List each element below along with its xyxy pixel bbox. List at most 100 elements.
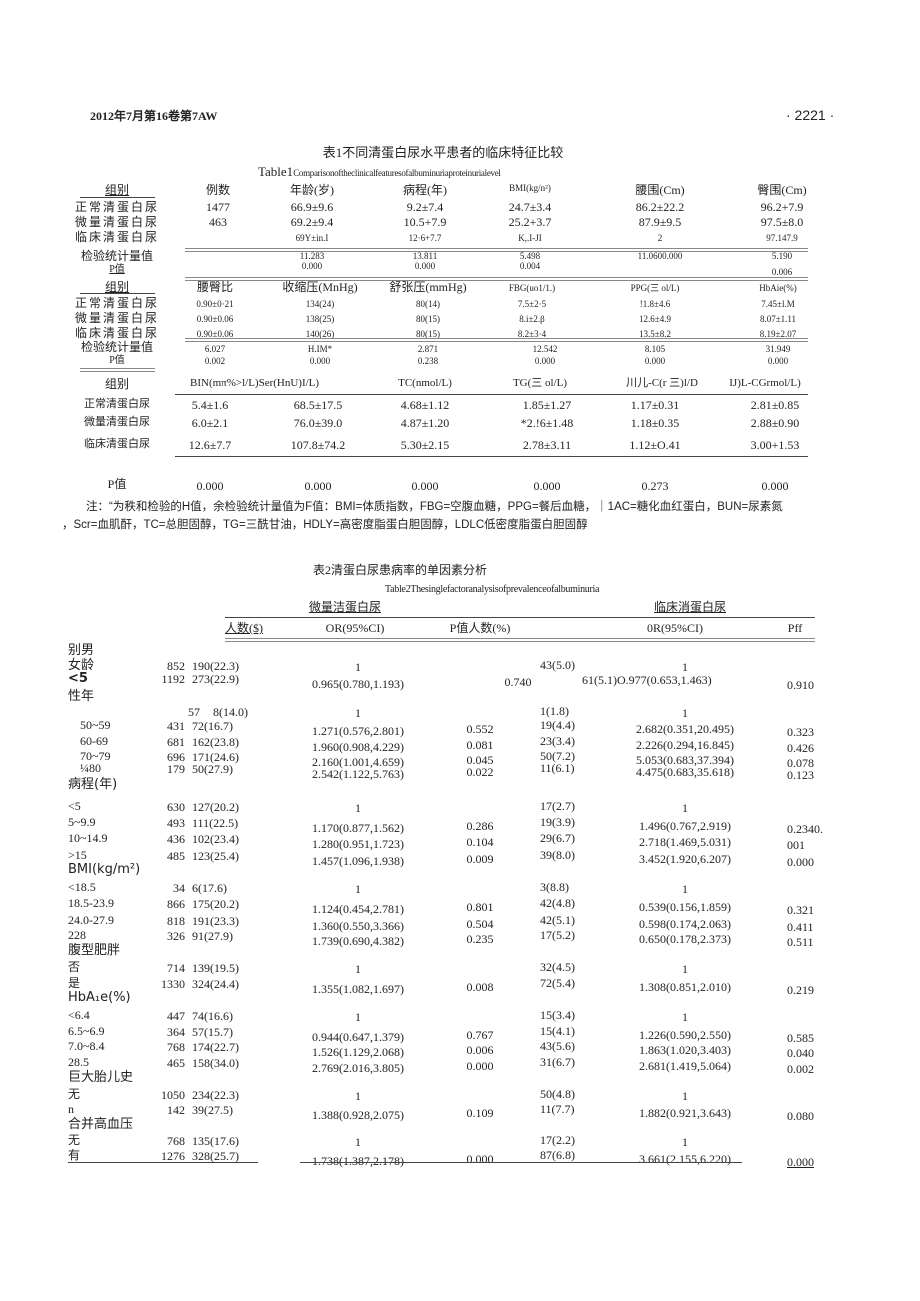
table2-clinical-or: 2.682(0.351,20.495): [636, 722, 734, 736]
table2-header-cell: 0R(95%CI): [647, 621, 703, 635]
table2-micro-cases: 190(22.3): [192, 659, 239, 673]
table2-micro-p: 0.552: [466, 722, 494, 736]
table1-rule: [80, 368, 155, 372]
table2-micro-or: 1.388(0.928,2.075): [312, 1108, 404, 1122]
table1-p-value: 0.000: [644, 356, 666, 366]
table2-micro-or: 1.739(0.690,4.382): [312, 934, 404, 948]
table2-micro-p: 0.801: [466, 900, 494, 914]
table2-micro-cases: 324(24.4): [192, 977, 239, 991]
table1-cell: 87.9±9.5: [638, 215, 682, 229]
table1-note-line1: 注：“为秩和检验的H值，余检验统计量值为F值：BMI=体质指数，FBG=空腹血糖…: [86, 501, 783, 513]
table1-header-cell: BIN(mπ%>l/L)Ser(HnU)I/L): [190, 377, 320, 389]
table2-micro-or: 1: [355, 660, 361, 674]
table1-cell: 12.6±4.9: [639, 314, 671, 324]
table1-p-value: 0.006: [771, 267, 793, 277]
table2-micro-p: 0.009: [466, 852, 494, 866]
table1-cell: 96.2+7.9: [760, 200, 804, 214]
table1-cell: 8.2±3·4: [517, 329, 547, 339]
table2-clinical-or: 2.718(1.469,5.031): [639, 835, 731, 849]
table1-header-cell: 组别: [104, 377, 130, 391]
table1-group-label: 微量清蛋白尿: [84, 416, 150, 428]
table2-count: 768: [167, 1134, 185, 1148]
table2-count: 818: [167, 914, 185, 928]
table1-stat-value: 13.811: [412, 251, 438, 261]
table2-count: 768: [167, 1040, 185, 1054]
table2-title-en: Table2Thesinglefactoranalysisofprevalenc…: [385, 584, 600, 595]
table1-cell: 5.30±2.15: [400, 438, 450, 452]
table2-micro-p: 0.235: [466, 932, 494, 946]
table2-row-label: 是: [68, 976, 81, 990]
table1-p-value: 0.004: [519, 261, 541, 271]
table1-p-value: 0.000: [304, 479, 332, 493]
table2-micro-cases: 102(23.4): [192, 832, 239, 846]
table2-row-label: 有: [68, 1148, 81, 1162]
table2-clinical-cases: 87(6.8): [540, 1148, 575, 1162]
table2-count: 493: [167, 816, 185, 830]
table1-p-value: 0.000: [301, 261, 323, 271]
table2-micro-cases: 91(27.9): [192, 929, 233, 943]
table2-clinical-p: 0.2340.: [787, 822, 823, 836]
table2-micro-p: 0.022: [466, 765, 494, 779]
table2-clinical-cases: 17(2.7): [540, 799, 575, 813]
table2-micro-or: 1.360(0.550,3.366): [312, 919, 404, 933]
table2-count: 364: [167, 1025, 185, 1039]
table1-cell: *2.!6±1.48: [520, 416, 574, 430]
table2-clinical-or: 1.882(0.921,3.643): [639, 1106, 731, 1120]
table1-group-label: 临床清蛋白尿: [74, 326, 160, 340]
table2-micro-cases: 162(23.8): [192, 735, 239, 749]
table1-cell: 134(24): [305, 299, 335, 309]
table2-micro-p: 0.081: [466, 738, 494, 752]
table1-header-cell: 腰围(Cm): [635, 183, 685, 197]
table2-header-cell: Pff: [787, 621, 803, 635]
table1-header-cell: IJ)L-CGrmol/L): [729, 377, 801, 389]
table2-count: 681: [167, 735, 185, 749]
table2-micro-cases: 72(16.7): [192, 719, 233, 733]
table1-cell: 13.5±8.2: [639, 329, 671, 339]
table2-clinical-cases: 50(7.2): [540, 749, 575, 763]
table2-clinical-or: 3.452(1.920,6.207): [639, 852, 731, 866]
table2-micro-or: 0.965(0.780,1.193): [312, 677, 404, 691]
table1-cell: 5.4±1.6: [191, 398, 229, 412]
table2-row-label: 5~9.9: [68, 815, 96, 829]
page-number: · 2221 ·: [786, 107, 835, 123]
table2-clinical-cases: 32(4.5): [540, 960, 575, 974]
table2-micro-p: 0.045: [466, 753, 494, 767]
table2-micro-cases: 6(17.6): [192, 881, 227, 895]
table2-micro-or: 2.542(1.122,5.763): [312, 767, 404, 781]
table1-stat-value: 2.871: [417, 344, 439, 354]
table2-clinical-or: 1.308(0.851,2.010): [639, 980, 731, 994]
table1-cell: 69Y±in.I: [295, 233, 329, 243]
table1-stat-label: 检验统计量值: [80, 249, 154, 263]
table1-stat-value: 12.542: [532, 344, 558, 354]
table1-stat-value: 11.0600.000: [637, 251, 683, 261]
table1-stat-value: 5.190: [771, 251, 793, 261]
table2-count: 142: [167, 1103, 185, 1117]
table2-row-label: 228: [68, 928, 86, 942]
table1-p-value: 0.000: [414, 261, 436, 271]
table1-header-cell: 臀围(Cm): [757, 183, 807, 197]
table2-micro-cases: 39(27.5): [192, 1103, 233, 1117]
table2-micro-p: 0.109: [466, 1106, 494, 1120]
table2-clinical-p: 0.511: [787, 935, 814, 949]
table1-group-label: 微量清蛋白尿: [74, 215, 160, 229]
table1-cell: 4.68±1.12: [400, 398, 450, 412]
table2-row-label: 否: [68, 960, 81, 974]
table2-clinical-or: 1: [682, 882, 688, 896]
table2-clinical-or: 1.496(0.767,2.919): [639, 819, 731, 833]
table2-clinical-p: 0.321: [787, 903, 814, 917]
table2-micro-or: 1.526(1.129,2.068): [312, 1045, 404, 1059]
table2-rule: [225, 638, 815, 642]
table2-micro-p: 0.000: [466, 1059, 494, 1073]
table2-clinical-p: 0.323: [787, 725, 814, 739]
table2-micro-p: 0.740: [504, 675, 532, 689]
table2-count: 630: [167, 800, 185, 814]
journal-issue: 2012年7月第16卷第7AW: [90, 109, 218, 123]
table1-stat-value: H.IM*: [307, 344, 333, 354]
table1-note-line2: ，Scr=血肌酐，TC=总胆固醇，TG=三酰甘油，HDLY=高密度脂蛋白胆固醇，…: [62, 519, 588, 531]
table1-p-value: 0.000: [533, 479, 561, 493]
table2-row-label: 60-69: [80, 734, 108, 748]
table1-cell: 8.i±2.β: [519, 314, 545, 324]
table2-clinical-or: 4.475(0.683,35.618): [636, 765, 734, 779]
table2-clinical-cases: 43(5.6): [540, 1039, 575, 1053]
table2-micro-or: 1: [355, 706, 361, 720]
